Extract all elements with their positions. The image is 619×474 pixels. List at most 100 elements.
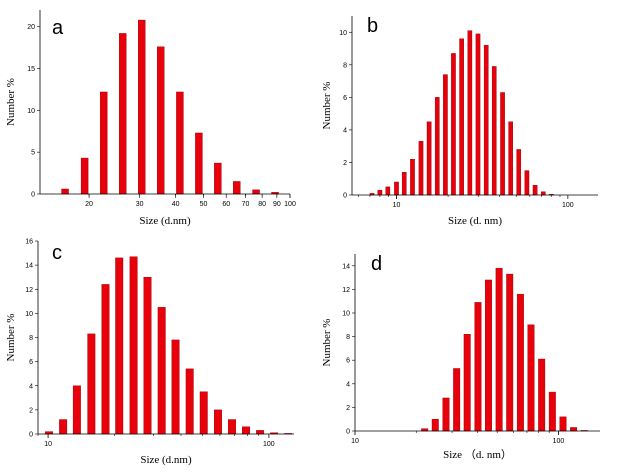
panel-label-d: d [371,253,382,275]
panel-label-a: a [52,17,64,39]
y-tick-label-d-4: 8 [346,334,350,341]
x-tick-label-a-5: 70 [242,201,250,208]
x-tick-label-a-1: 30 [136,201,144,208]
bar-d-7 [495,267,503,432]
y-tick-label-b-3: 6 [343,95,347,102]
bar-b-15 [491,66,497,196]
bar-b-9 [443,74,448,196]
x-tick-label-b-0: 10 [393,202,401,209]
bar-d-4 [463,334,471,432]
bar-b-17 [508,121,513,196]
bar-d-2 [442,397,450,432]
bar-d-1 [431,419,439,432]
x-tick-label-d-0: 10 [351,438,359,445]
bar-a-6 [176,91,184,195]
y-tick-label-a-1: 5 [31,150,35,157]
bar-b-11 [459,38,464,196]
bar-c-4 [101,284,110,435]
x-tick-label-a-7: 90 [273,201,281,208]
y-tick-label-c-5: 10 [25,311,33,318]
bar-b-5 [410,158,415,196]
bar-b-14 [483,45,489,196]
y-tick-label-b-4: 8 [343,62,347,69]
bar-b-7 [426,121,432,196]
bar-a-7 [195,132,203,195]
y-tick-label-d-2: 4 [346,381,350,388]
panel-label-c: c [52,242,62,264]
y-tick-label-c-7: 14 [25,263,33,270]
y-tick-label-a-3: 15 [27,66,35,73]
y-tick-label-a-2: 10 [27,108,35,115]
bar-c-3 [87,333,96,435]
x-axis-title-b: Size (d. nm) [448,215,502,227]
bar-b-10 [451,53,456,196]
y-tick-label-c-2: 4 [29,383,33,390]
x-tick-label-b-1: 100 [562,202,574,209]
y-tick-label-c-6: 12 [25,287,33,294]
y-tick-label-c-0: 0 [29,432,33,439]
y-axis-title-d: Number % [321,319,333,367]
bar-c-15 [256,430,265,435]
bar-d-8 [506,273,514,432]
y-tick-label-c-1: 2 [29,407,33,414]
y-tick-label-a-0: 0 [31,192,35,199]
bar-c-14 [242,426,250,435]
bar-a-4 [138,19,146,195]
panel-b: 10 100 0 2 4 6 8 10 Size (d. nm) Number % b [321,15,598,227]
bar-d-5 [474,302,482,432]
y-tick-label-c-3: 6 [29,359,33,366]
y-tick-label-d-0: 0 [346,429,350,436]
bar-b-21 [540,191,546,196]
y-axis-title-b: Number % [321,82,333,130]
x-tick-label-a-3: 50 [200,201,208,208]
bar-c-1 [59,419,68,435]
x-tick-label-a-2: 40 [172,201,180,208]
bar-d-11 [538,358,546,432]
bar-a-9 [233,181,241,195]
bar-d-14 [570,427,578,432]
panel-d: 10 100 0 2 4 6 8 10 12 14 Size （d. nm） Number % d [321,253,600,461]
y-tick-label-a-4: 20 [27,24,35,31]
bar-c-7 [143,276,152,435]
bar-a-8 [214,162,222,195]
bar-b-8 [434,97,440,196]
y-axis-title-c: Number % [5,314,17,362]
y-tick-label-b-1: 2 [343,160,347,167]
bar-c-12 [213,409,222,435]
bar-b-19 [524,170,530,196]
bar-d-3 [453,368,461,432]
x-tick-label-a-8: 100 [284,201,296,208]
bar-c-5 [115,257,124,435]
panel-label-b: b [367,15,378,37]
bar-c-8 [157,307,166,435]
bar-a-1 [80,157,89,195]
bar-b-12 [467,30,473,196]
y-tick-label-d-5: 10 [342,311,350,318]
bar-c-6 [129,256,138,435]
bar-b-13 [475,33,481,196]
y-tick-label-c-4: 8 [29,335,33,342]
y-tick-label-b-5: 10 [339,30,347,37]
y-tick-label-c-8: 16 [25,239,33,246]
x-tick-label-c-1: 100 [263,441,275,448]
bar-b-2 [385,186,391,196]
bar-c-9 [171,339,180,435]
y-tick-label-d-6: 12 [342,287,350,294]
x-tick-label-c-0: 10 [44,441,52,448]
bar-b-18 [516,149,522,196]
panel-c: 10 100 0 2 4 6 8 10 12 14 16 Size (d.nm) Number % c [5,239,294,466]
bar-a-2 [100,91,108,195]
bar-c-2 [72,385,81,435]
y-tick-label-d-3: 6 [346,358,350,365]
bar-b-6 [418,141,424,196]
bar-c-13 [228,419,236,435]
bar-b-4 [401,172,407,196]
x-tick-label-a-4: 60 [222,201,230,208]
bar-b-20 [532,185,538,196]
bar-b-16 [500,92,505,196]
x-axis-title-d: Size （d. nm） [443,448,512,461]
bar-a-3 [119,33,127,195]
bar-d-9 [516,293,524,432]
y-axis-title-a: Number % [5,78,17,126]
